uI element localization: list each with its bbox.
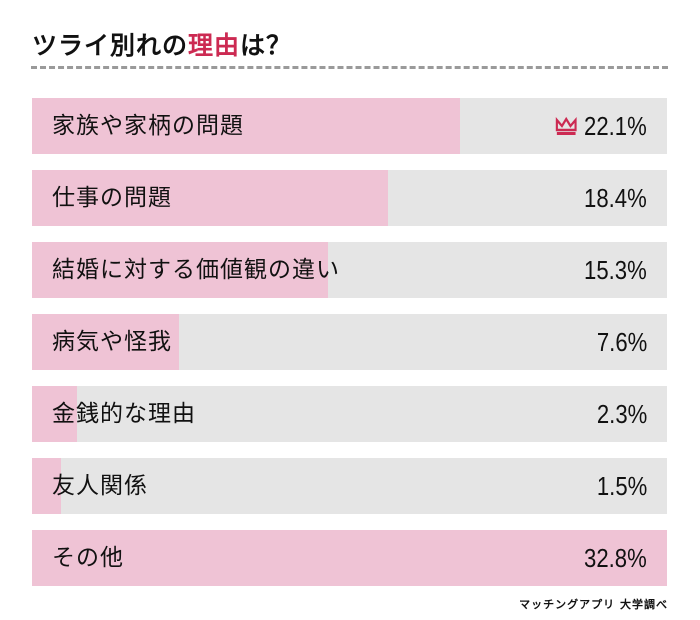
bar <box>32 458 62 514</box>
value-text: 7.6% <box>596 327 647 357</box>
title-text: ツライ別れの <box>32 31 189 60</box>
bar-label: 家族や家柄の問題 <box>52 113 244 139</box>
bar-label: 仕事の問題 <box>52 185 172 211</box>
value-text: 32.8% <box>584 543 647 573</box>
bar-row: 結婚に対する価値観の違い 15.3% <box>32 242 667 298</box>
value-text: 18.4% <box>584 183 647 213</box>
bar <box>32 530 667 586</box>
bar <box>32 170 389 226</box>
value-text: 15.3% <box>584 255 647 285</box>
value-text: 22.1% <box>584 111 647 141</box>
bar-label: その他 <box>52 545 124 571</box>
bar <box>32 386 77 442</box>
source-note: マッチングアプリ 大学調べ <box>519 598 668 611</box>
value-label: 7.6% <box>597 314 647 370</box>
bar-label: 金銭的な理由 <box>52 401 196 427</box>
bar-row: その他 32.8% <box>32 530 667 586</box>
crown-icon <box>556 116 577 135</box>
value-label: 1.5% <box>597 458 647 514</box>
bar <box>32 242 329 298</box>
title-text-end: は？ <box>240 31 293 60</box>
bar-row: 金銭的な理由 2.3% <box>32 386 667 442</box>
bar-row: 仕事の問題 18.4% <box>32 170 667 226</box>
value-label: 2.3% <box>597 386 647 442</box>
bar <box>32 98 460 154</box>
value-label: 15.3% <box>584 242 647 298</box>
bar-row: 家族や家柄の問題 22.1% <box>32 98 667 154</box>
bar-label: 友人関係 <box>52 473 148 499</box>
value-text: 2.3% <box>596 399 647 429</box>
value-label: 22.1% <box>555 98 647 154</box>
bar-row: 病気や怪我 7.6% <box>32 314 667 370</box>
value-label: 32.8% <box>584 530 647 586</box>
value-text: 1.5% <box>596 471 647 501</box>
value-label: 18.4% <box>584 170 647 226</box>
bar-label: 病気や怪我 <box>52 329 172 355</box>
divider <box>31 66 668 69</box>
title-highlight: 理由 <box>188 31 241 60</box>
chart-title: ツライ別れの理由は？ <box>32 26 292 62</box>
bar-label: 結婚に対する価値観の違い <box>52 257 340 283</box>
bar <box>32 314 180 370</box>
bar-row: 友人関係 1.5% <box>32 458 667 514</box>
